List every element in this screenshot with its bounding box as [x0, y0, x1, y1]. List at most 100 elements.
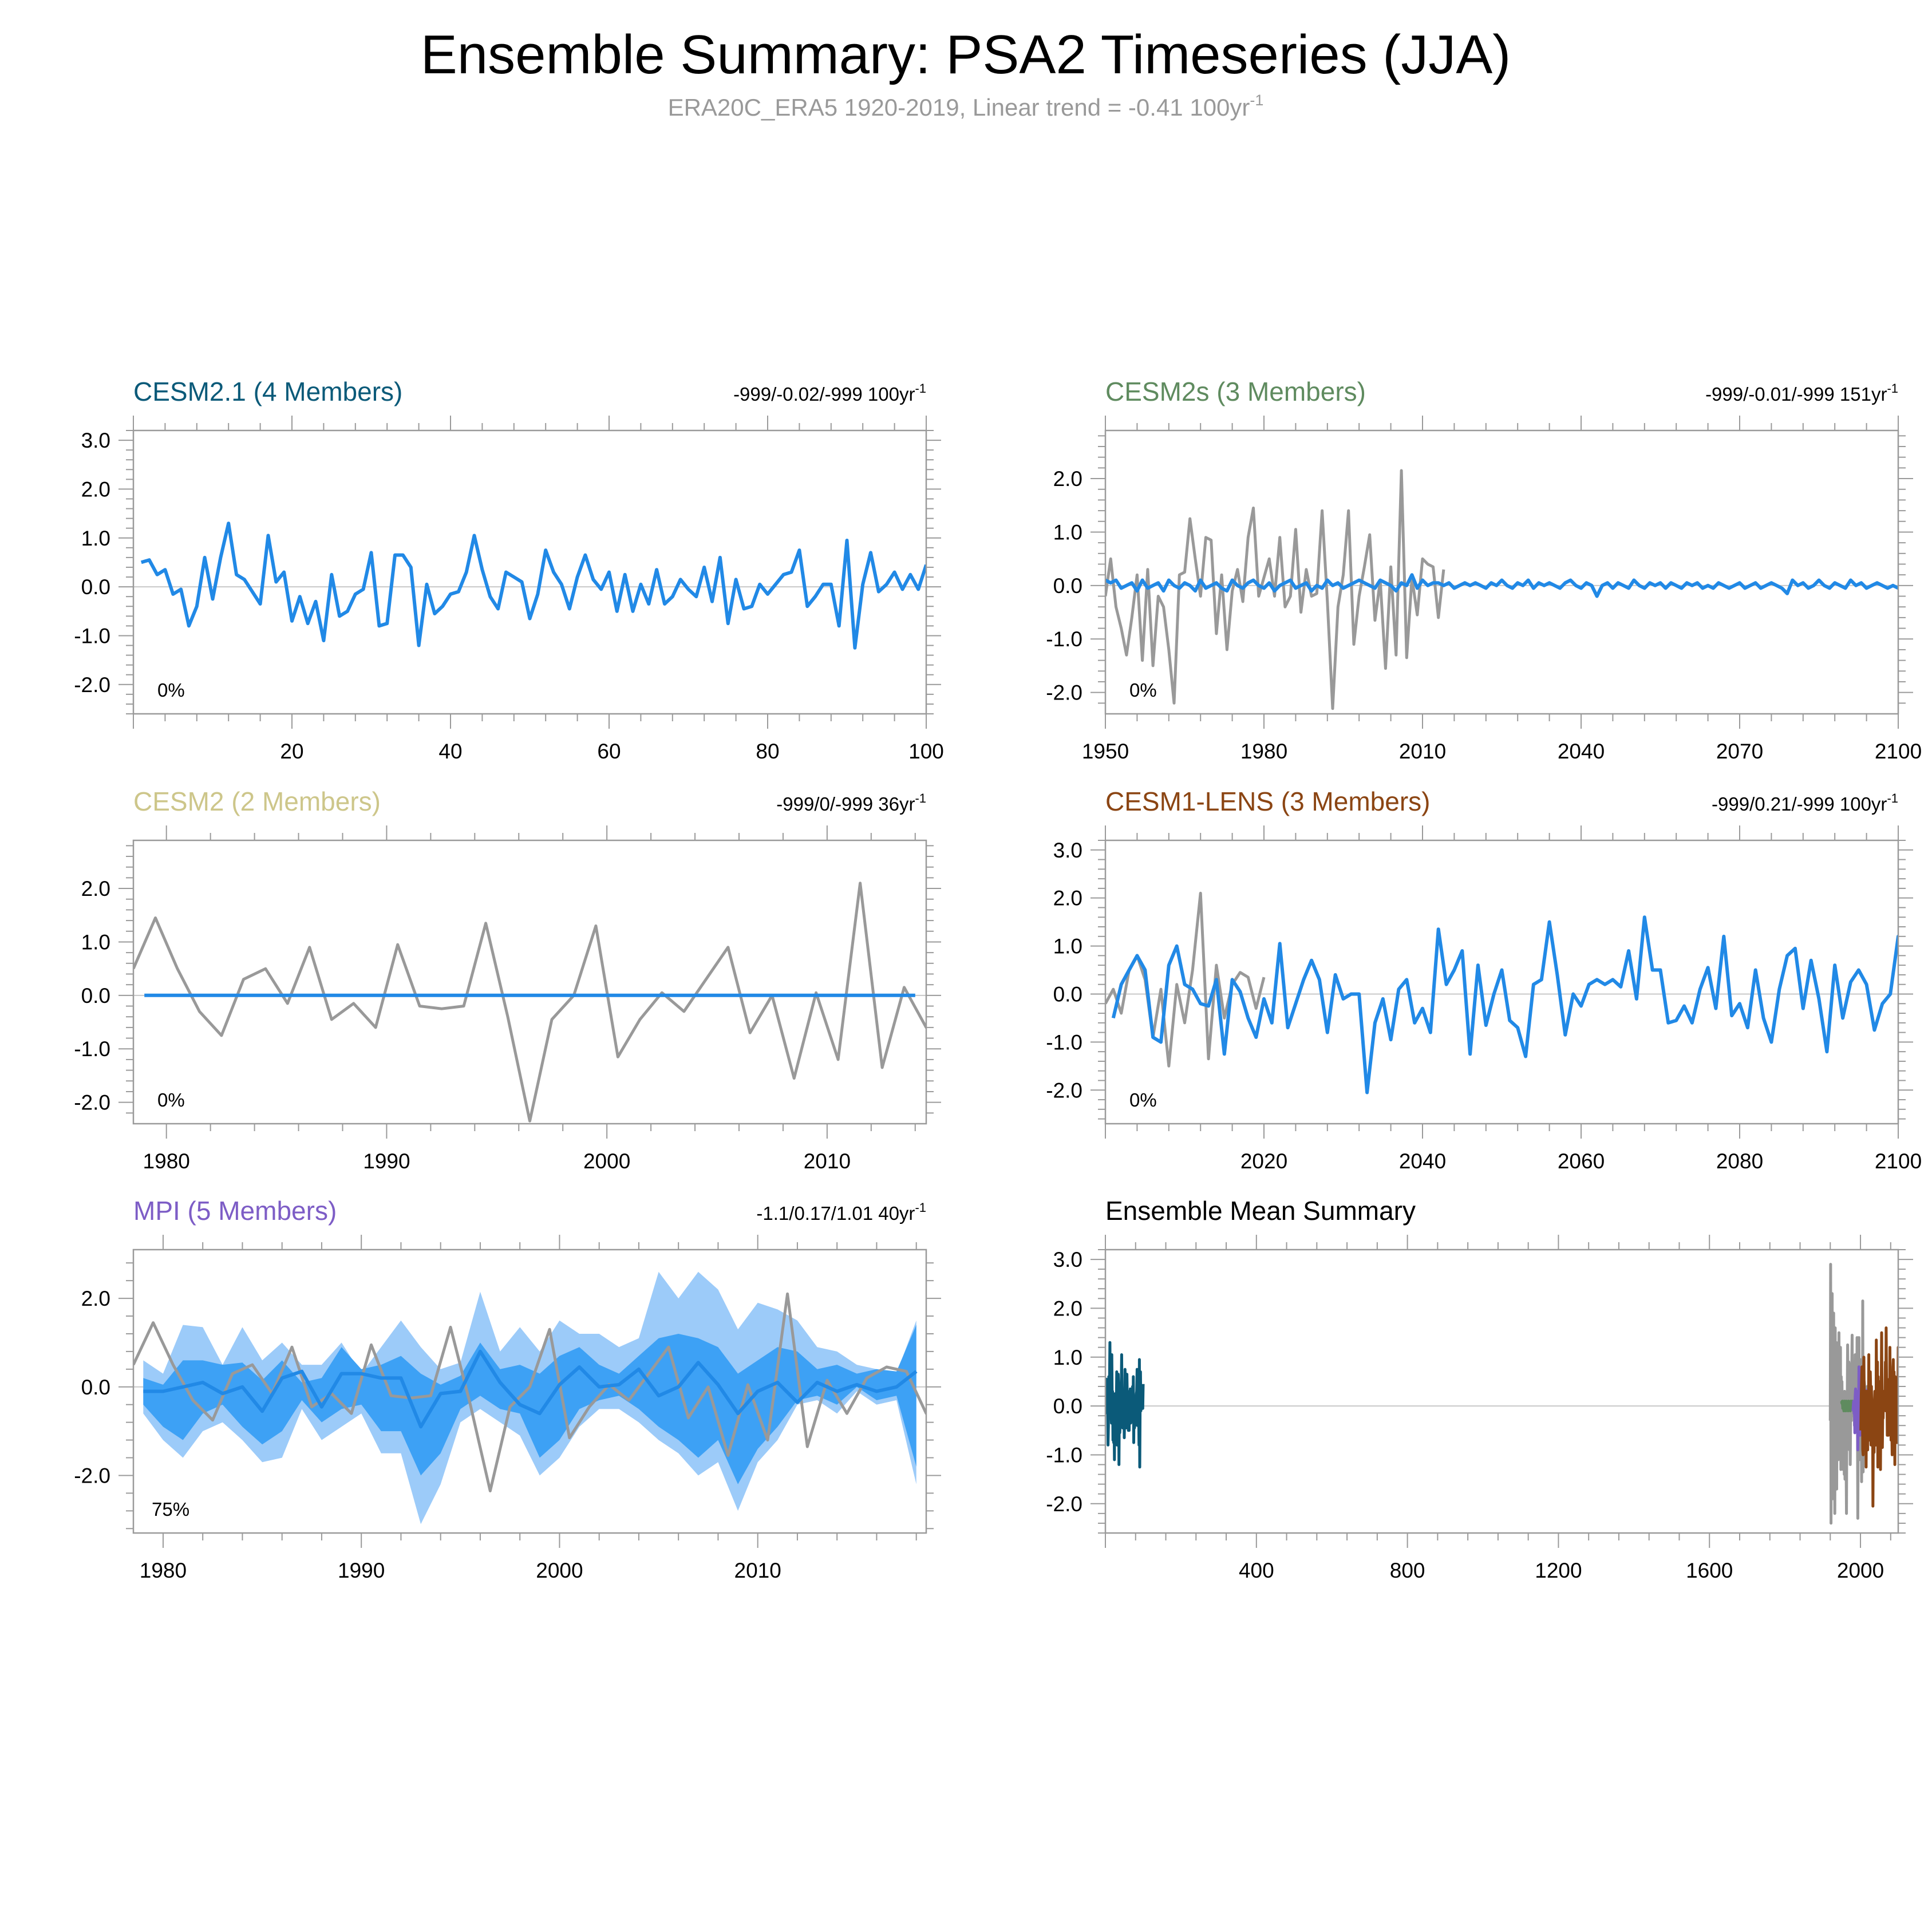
x-tick-label: 800: [1390, 1559, 1425, 1582]
trend-text-mpi: -1.1/0.17/1.01 40yr-1: [756, 1200, 926, 1224]
panel-title-cesm1lens: CESM1-LENS (3 Members): [1105, 787, 1430, 816]
y-tick-label: -2.0: [74, 1464, 110, 1487]
x-tick-label: 2000: [583, 1149, 630, 1173]
panel-cesm21: CESM2.1 (4 Members) -999/-0.02/-999 100yr…: [74, 377, 944, 763]
trend-text-cesm2s: -999/-0.01/-999 151yr-1: [1705, 381, 1898, 405]
y-tick-label: 3.0: [1053, 839, 1082, 862]
x-tick-label: 100: [908, 740, 944, 763]
x-tick-label: 2100: [1875, 740, 1922, 763]
x-tick-label: 1200: [1535, 1559, 1582, 1582]
plot-frame: [1104, 839, 1899, 1125]
x-tick-label: 1950: [1082, 740, 1129, 763]
y-tick-label: 2.0: [81, 877, 110, 900]
panel-mpi: MPI (5 Members) -1.1/0.17/1.01 40yr-1 1980…: [74, 1196, 941, 1582]
series-line-era20c-era5: [133, 1292, 926, 1492]
plot-area-cesm2: [133, 882, 926, 1123]
plot-area-mpi: [133, 1271, 926, 1524]
main-title: Ensemble Summary: PSA2 Timeseries (JJA): [421, 24, 1511, 85]
plot-frame: [132, 1249, 927, 1534]
series-line-cesm2-1: [1105, 1341, 1145, 1469]
panel-cesm1lens: CESM1-LENS (3 Members) -999/0.21/-999 100…: [1046, 787, 1922, 1173]
y-tick-label: 1.0: [81, 930, 110, 954]
plot-frame: [1104, 1249, 1899, 1534]
trend-value: -999/0/-999 36yr: [776, 793, 915, 815]
y-tick-label: 0.0: [1053, 1394, 1082, 1418]
x-tick-label: 1990: [363, 1149, 410, 1173]
x-tick-label: 400: [1239, 1559, 1274, 1582]
x-tick-label: 2070: [1716, 740, 1763, 763]
panel-title-cesm2s: CESM2s (3 Members): [1105, 377, 1366, 406]
percent-label: 0%: [157, 679, 185, 701]
percent-label: 75%: [152, 1499, 189, 1520]
y-tick-label: 0.0: [1053, 982, 1082, 1006]
x-tick-label: 2010: [1399, 740, 1446, 763]
x-tick-label: 2100: [1875, 1149, 1922, 1173]
y-tick-label: -1.0: [74, 1037, 110, 1061]
trend-text-cesm2: -999/0/-999 36yr-1: [776, 791, 926, 815]
series-line-ensemble-mean: [143, 1349, 918, 1429]
x-tick-label: 1980: [143, 1149, 190, 1173]
x-tick-label: 1980: [1240, 740, 1287, 763]
series-line-era20c-era5: [1105, 469, 1445, 710]
plot-area-cesm2s: [1105, 469, 1898, 710]
subtitle: ERA20C_ERA5 1920-2019, Linear trend = -0…: [668, 92, 1264, 121]
trend-superscript: -1: [1887, 381, 1898, 396]
plot-area-cesm1lens: [1105, 891, 1898, 1095]
x-tick-label: 2060: [1558, 1149, 1605, 1173]
x-tick-label: 40: [438, 740, 462, 763]
panel-title-cesm21: CESM2.1 (4 Members): [133, 377, 402, 406]
x-tick-label: 80: [756, 740, 779, 763]
x-tick-label: 1980: [140, 1559, 187, 1582]
spread-band-inner: [143, 1325, 916, 1484]
series-line-ensemble-mean: [1111, 915, 1898, 1095]
y-tick-label: 1.0: [1053, 1346, 1082, 1369]
panel-cesm2s: CESM2s (3 Members) -999/-0.01/-999 151yr-…: [1046, 377, 1922, 763]
plot-area-summary: [1105, 1263, 1898, 1525]
y-tick-label: -2.0: [74, 673, 110, 697]
y-tick-label: 2.0: [1053, 467, 1082, 491]
series-line-ensemble-mean: [140, 521, 926, 650]
y-tick-label: 2.0: [1053, 887, 1082, 910]
trend-superscript: -1: [915, 1200, 926, 1215]
panel-title-summary: Ensemble Mean Summary: [1105, 1196, 1416, 1226]
percent-label: 0%: [1129, 1089, 1157, 1111]
y-tick-label: -2.0: [1046, 1078, 1082, 1102]
x-tick-label: 2010: [804, 1149, 851, 1173]
y-tick-label: -1.0: [1046, 1030, 1082, 1054]
x-tick-label: 20: [280, 740, 303, 763]
y-tick-label: 0.0: [81, 1376, 110, 1399]
plot-area-cesm21: [140, 521, 926, 650]
y-tick-label: 3.0: [81, 429, 110, 452]
y-tick-label: 0.0: [81, 575, 110, 599]
plot-frame: [1104, 429, 1899, 715]
y-tick-label: -1.0: [1046, 627, 1082, 651]
y-tick-label: 0.0: [81, 984, 110, 1008]
trend-superscript: -1: [1887, 791, 1898, 805]
plot-frame: [132, 839, 927, 1125]
x-tick-label: 2000: [1837, 1559, 1884, 1582]
plot-frame: [132, 429, 927, 715]
panel-title-cesm2: CESM2 (2 Members): [133, 787, 381, 816]
y-tick-label: 1.0: [81, 527, 110, 550]
x-tick-label: 1600: [1686, 1559, 1733, 1582]
trend-value: -999/-0.01/-999 151yr: [1705, 384, 1887, 405]
y-tick-label: 1.0: [1053, 935, 1082, 958]
x-tick-label: 1990: [338, 1559, 385, 1582]
trend-value: -1.1/0.17/1.01 40yr: [756, 1203, 915, 1224]
y-tick-label: 3.0: [1053, 1248, 1082, 1271]
trend-value: -999/0.21/-999 100yr: [1712, 793, 1887, 815]
x-tick-label: 2040: [1399, 1149, 1446, 1173]
x-tick-label: 2020: [1240, 1149, 1287, 1173]
percent-label: 0%: [157, 1089, 185, 1111]
trend-superscript: -1: [915, 791, 926, 805]
series-line-ensemble-mean: [1105, 573, 1898, 598]
y-tick-label: -2.0: [74, 1091, 110, 1115]
series-line-era20c-era5: [133, 882, 926, 1123]
panel-title-mpi: MPI (5 Members): [133, 1196, 337, 1226]
panel-summary: Ensemble Mean Summary 400 800 1200 1600 2000 -…: [1046, 1196, 1913, 1582]
subtitle-superscript: -1: [1250, 92, 1263, 109]
y-tick-label: -1.0: [74, 624, 110, 647]
panel-cesm2: CESM2 (2 Members) -999/0/-999 36yr-1 1980 1…: [74, 787, 941, 1173]
percent-label: 0%: [1129, 679, 1157, 701]
